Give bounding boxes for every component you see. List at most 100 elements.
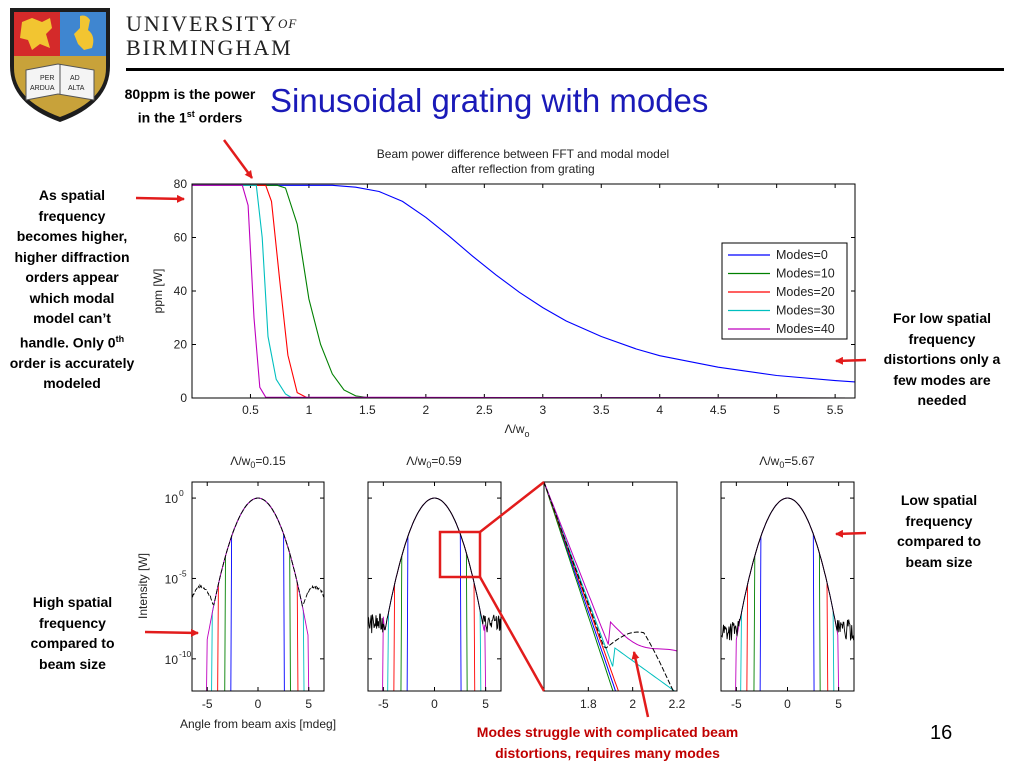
zoom-mode-curve: [544, 482, 619, 691]
panel-b-title: Λ/w0=0.59: [406, 454, 462, 470]
fft-curve: [368, 497, 501, 634]
university-crest: PER AD ARDUA ALTA: [10, 8, 110, 122]
y-tick-label: 80: [174, 177, 188, 191]
y-tick-label: 10: [165, 572, 179, 586]
x-tick-label: 0.5: [242, 403, 259, 417]
page-number: 16: [930, 722, 953, 744]
mode-curve: [735, 497, 840, 691]
x-tick-label: 0: [784, 697, 791, 711]
y-tick-exponent: -5: [179, 568, 187, 578]
note-spatial-sup: th: [115, 333, 125, 344]
x-tick-label: 4.5: [710, 403, 727, 417]
y-tick-label: 10: [165, 653, 179, 667]
panel-a-title: Λ/w0=0.15: [230, 454, 286, 470]
panel-a-y-label: Intensity [W]: [136, 553, 150, 619]
x-tick-label: 3: [539, 403, 546, 417]
slide-title: Sinusoidal grating with modes: [270, 82, 709, 119]
x-tick-label: 0: [255, 697, 262, 711]
x-tick-label: 5.5: [827, 403, 844, 417]
y-tick-label: 10: [165, 492, 179, 506]
y-tick-label: 60: [174, 231, 188, 245]
chart-legend: Modes=0 Modes=10 Modes=20 Modes=30 Modes=40: [721, 242, 848, 340]
fft-curve: [192, 497, 324, 608]
chart-title-line-1: Beam power difference between FFT and mo…: [377, 147, 669, 161]
x-tick-label: -5: [378, 697, 389, 711]
legend-label: Modes=0: [776, 248, 828, 262]
x-tick-label: 1: [306, 403, 313, 417]
crest-word-1: PER: [40, 75, 54, 82]
zoom-connector-top: [479, 481, 545, 533]
legend-label: Modes=10: [776, 267, 835, 281]
note-80ppm: 80ppm is the power in the 1st orders: [120, 84, 260, 128]
y-tick-label: 20: [174, 338, 188, 352]
spectrum-panel-zoom: 1.8 2 2.2: [478, 481, 686, 711]
panel-c-frame: [543, 481, 678, 692]
x-tick-label: -5: [731, 697, 742, 711]
fft-curve: [721, 497, 854, 642]
note-80ppm-text-end: orders: [194, 109, 243, 126]
zoom-region-box: [438, 530, 482, 579]
legend-label: Modes=40: [776, 322, 835, 336]
x-tick-label: 5: [835, 697, 842, 711]
mode-curve: [759, 497, 815, 691]
mode-curve: [382, 497, 487, 691]
note-high-frequency-size: High spatial frequency compared to beam …: [30, 594, 115, 672]
top-y-axis-label: ppm [W]: [151, 269, 165, 314]
x-tick-label: 5: [305, 697, 312, 711]
series-line-modes-20: [192, 184, 855, 398]
x-tick-label: 2.5: [476, 403, 493, 417]
x-tick-label: 1.8: [580, 697, 597, 711]
series-line-modes-0: [192, 184, 855, 383]
note-80ppm-sup: st: [186, 109, 195, 119]
panel-d-title: Λ/w0=5.67: [759, 454, 815, 470]
university-line-1: UNIVERSITY: [126, 11, 278, 36]
note-spatial-text-end: order is accurately modeled: [9, 354, 135, 392]
mode-curve: [230, 497, 285, 691]
mode-curve: [753, 497, 821, 691]
mode-curve: [400, 497, 468, 691]
crest-word-4: ALTA: [68, 85, 85, 92]
arrow-low-size: [835, 529, 867, 538]
zoom-mode-curve: [544, 482, 614, 691]
series-line-modes-10: [192, 184, 855, 398]
university-line-2: BIRMINGHAM: [126, 35, 293, 60]
legend-label: Modes=20: [776, 285, 835, 299]
x-tick-label: 5: [773, 403, 780, 417]
zoom-mode-curve: [544, 482, 617, 691]
x-tick-label: 1.5: [359, 403, 376, 417]
mode-curve: [211, 497, 305, 691]
y-tick-label: 40: [174, 284, 188, 298]
mode-curve: [740, 497, 835, 691]
x-tick-label: 0: [431, 697, 438, 711]
arrow-struggle: [631, 651, 650, 718]
series-line-modes-40: [192, 184, 855, 398]
note-80ppm-text: 80ppm is the power in the 1: [124, 86, 256, 126]
arrow-80ppm: [222, 139, 254, 179]
crest-word-3: ARDUA: [30, 85, 55, 92]
legend-label: Modes=30: [776, 304, 835, 318]
note-low-frequency-size: Low spatial frequency compared to beam s…: [896, 492, 981, 570]
y-tick-exponent: -10: [179, 649, 192, 659]
note-low-frequency: For low spatial frequency distortions on…: [883, 310, 1001, 408]
x-tick-label: 2: [629, 697, 636, 711]
panel-a-x-label: Angle from beam axis [mdeg]: [180, 717, 336, 731]
zoom-connector-bottom: [478, 576, 546, 692]
mode-curve: [406, 497, 462, 691]
header-rule: [126, 68, 1004, 71]
zoom-mode-curve: [544, 482, 676, 691]
university-of: OF: [278, 16, 298, 31]
note-spatial-text: As spatial frequency becomes higher, hig…: [14, 187, 130, 351]
legend-box: [721, 242, 848, 340]
x-tick-label: 3.5: [593, 403, 610, 417]
power-difference-chart: Beam power difference between FFT and mo…: [151, 147, 856, 439]
zoom-fft-curve: [544, 482, 674, 691]
y-tick-exponent: 0: [179, 488, 184, 498]
x-tick-label: 2: [423, 403, 430, 417]
x-tick-label: 5: [482, 697, 489, 711]
chart-title-line-2: after reflection from grating: [451, 162, 594, 176]
spectrum-panel-0.59: Λ/w0=0.59 -5 0 5: [367, 454, 502, 711]
crest-word-2: AD: [70, 75, 80, 82]
top-x-axis-label: Λ/wo: [504, 422, 529, 439]
